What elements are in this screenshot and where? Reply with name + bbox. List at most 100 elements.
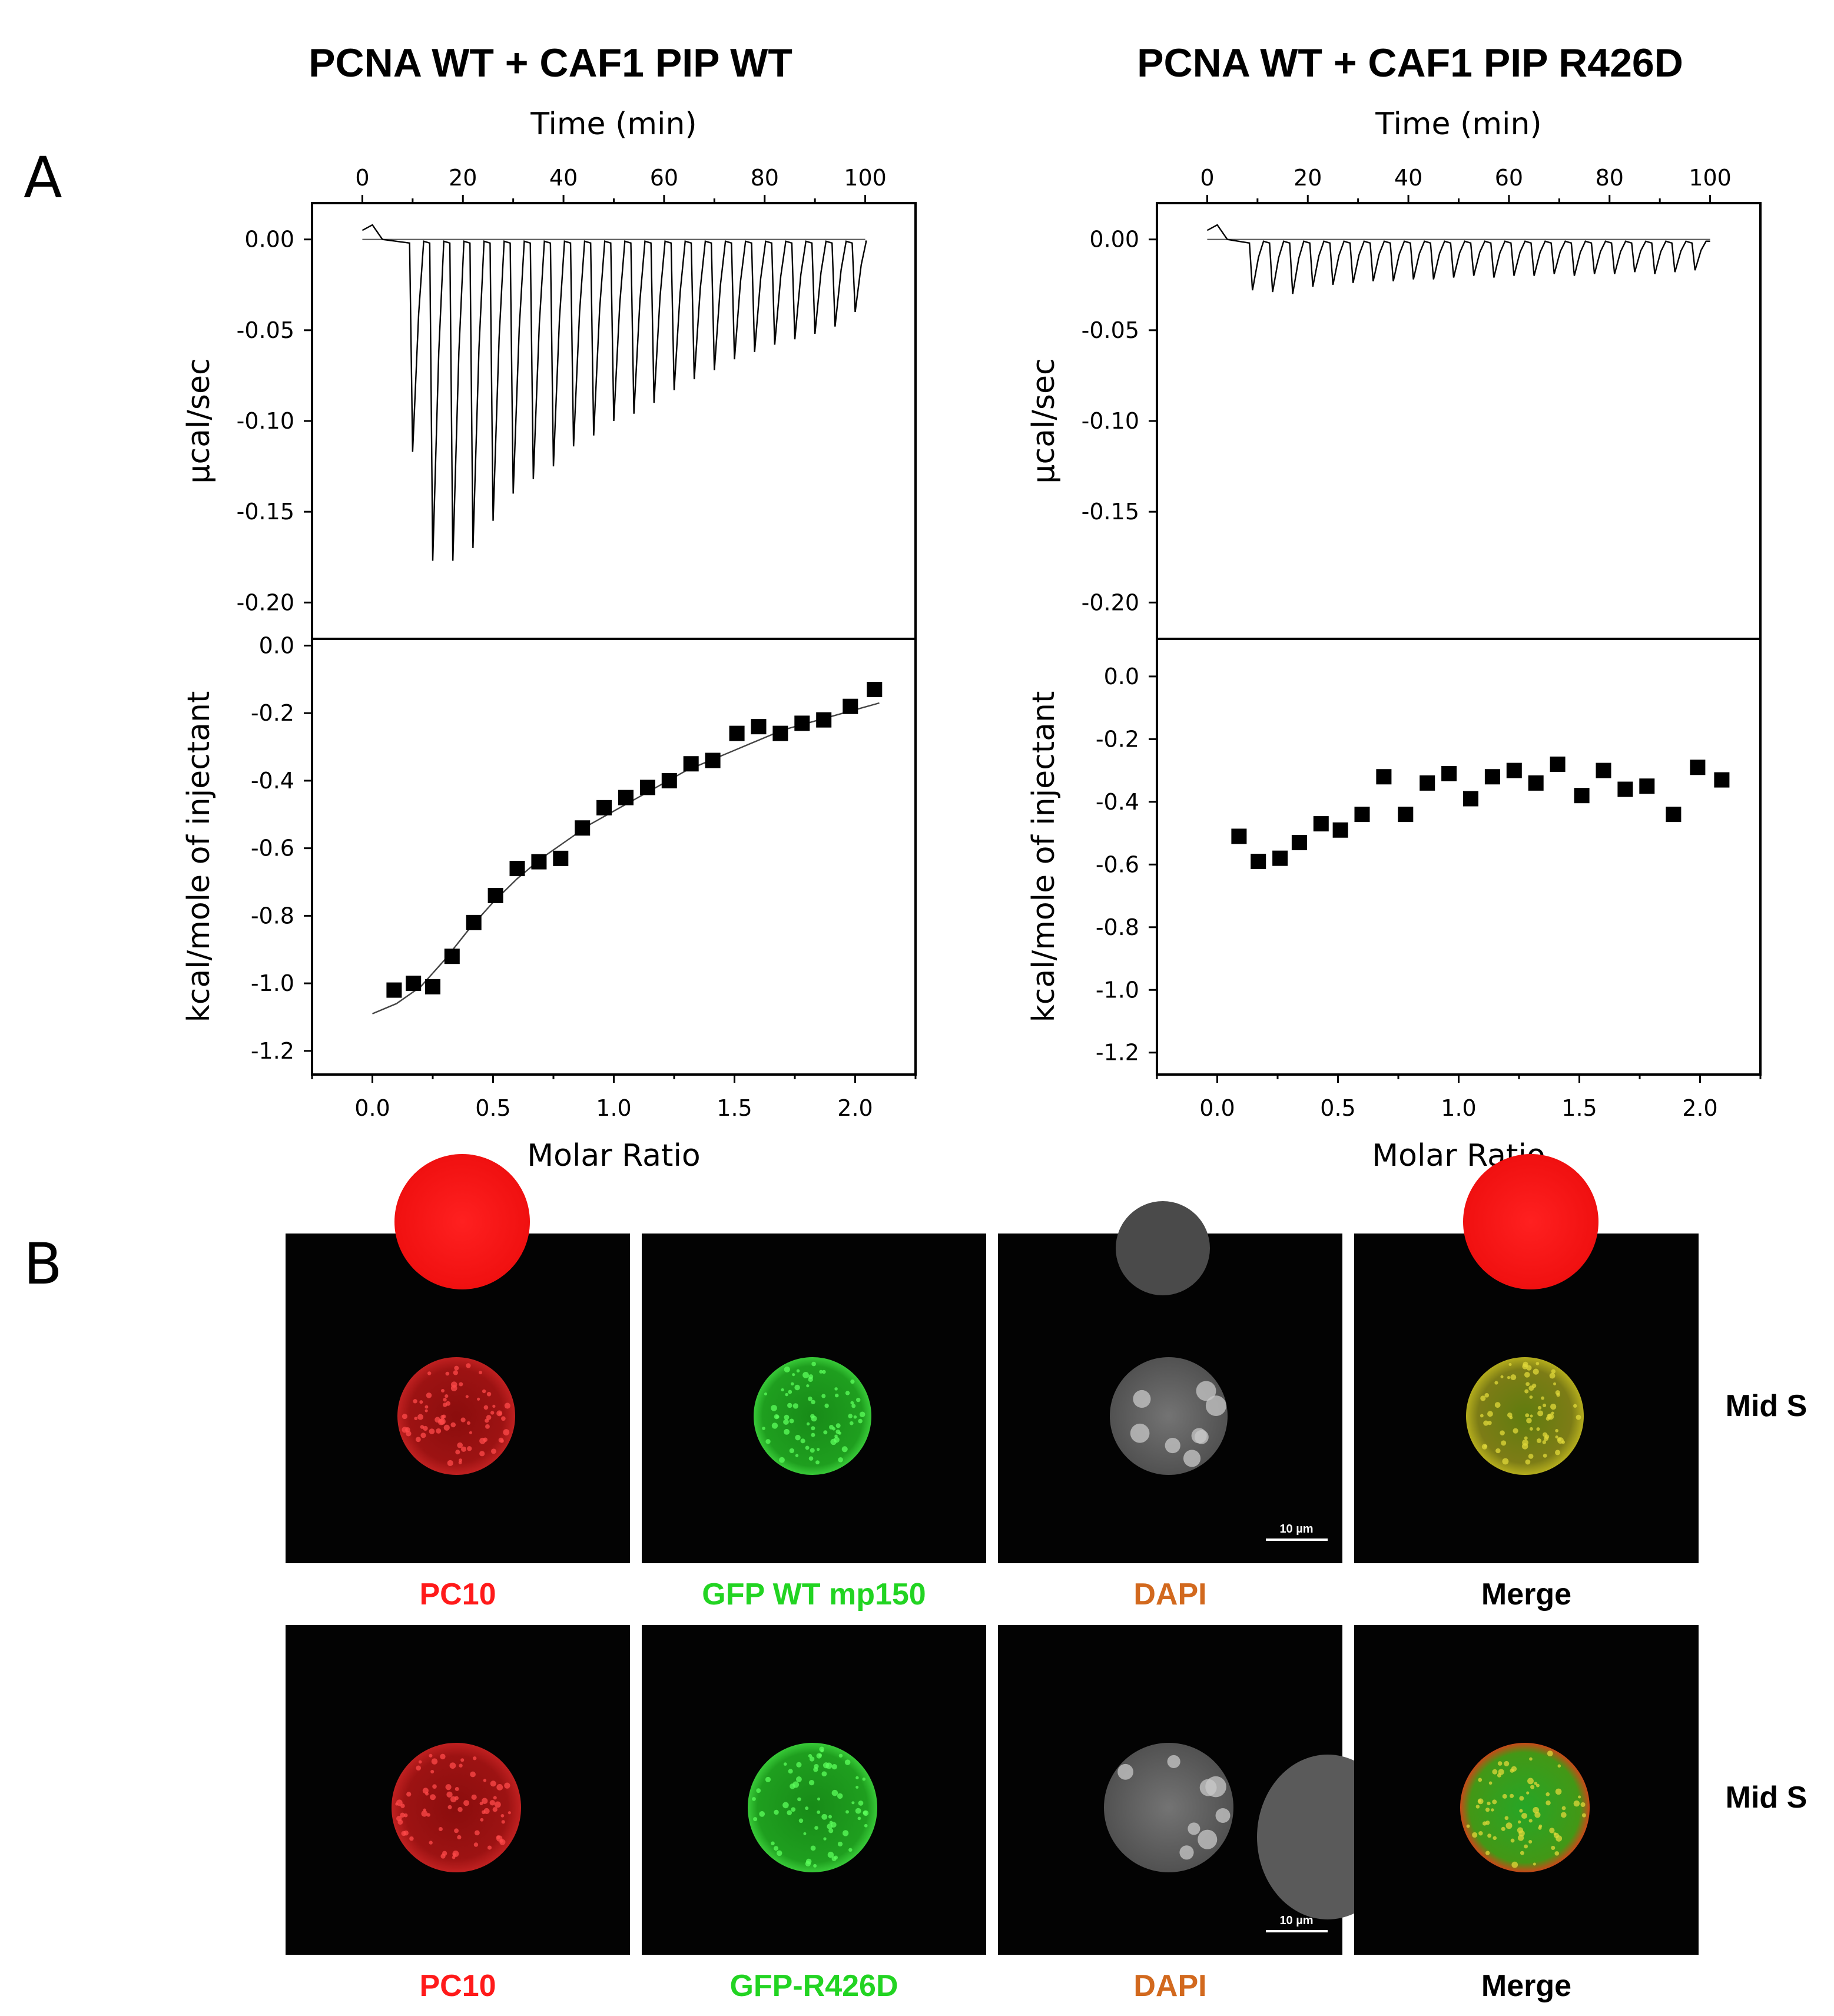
time-tick-label: 40 [549,165,578,191]
speckle [1555,1450,1561,1455]
speckle [1547,1750,1553,1757]
speckle [1525,1459,1531,1465]
speckle [498,1411,502,1415]
data-point [575,820,591,836]
speckle [1511,1861,1518,1868]
speckle [805,1445,810,1450]
speckle [473,1842,479,1847]
speckle [1493,1836,1497,1841]
enthalpy-tick-label: 0.0 [1104,664,1139,689]
speckle [1487,1411,1493,1417]
speckle [1487,1421,1492,1425]
speckle [446,1791,453,1798]
speckle [811,1426,815,1431]
enthalpy-tick-label: -0.8 [251,903,294,929]
speckle [1501,1440,1507,1446]
enthalpy-axis-label: kcal/mole of injectant [1026,691,1062,1023]
speckle [792,1781,800,1788]
speckle [788,1390,792,1394]
speckle [1507,1375,1511,1380]
speckle [1133,1390,1151,1408]
data-point [1332,822,1348,838]
cell-cycle-stage-label: Mid S [1726,1780,1808,1815]
speckle [490,1448,496,1454]
speckle [796,1776,802,1782]
speckle [848,1414,853,1418]
time-tick-label: 0 [1200,165,1214,191]
speckle [845,1810,849,1814]
scale-bar-label: 10 µm [1279,1523,1313,1536]
speckle [1205,1395,1226,1417]
speckle [415,1437,421,1443]
data-point [1484,769,1500,785]
speckle [1535,1783,1540,1788]
speckle [1536,1427,1540,1431]
speckle [827,1823,833,1829]
panel-label-a: A [24,145,62,211]
micrograph-green [642,1234,986,1563]
speckle [1183,1450,1201,1467]
speckle [430,1794,436,1801]
enthalpy-tick-label: -0.4 [251,768,294,794]
speckle [1533,1862,1536,1866]
speckle [466,1363,471,1368]
speckle [1550,1403,1557,1410]
speckle [771,1841,775,1846]
speckle [492,1404,496,1408]
speckle [1528,1839,1533,1844]
speckle [855,1786,859,1789]
speckle [454,1828,459,1833]
speckle [418,1760,422,1764]
speckle [483,1779,487,1782]
speckle [1521,1443,1528,1450]
speckle [1485,1808,1490,1812]
speckle [482,1389,486,1394]
speckle [483,1405,489,1410]
speckle [458,1461,462,1464]
speckle [1472,1832,1478,1838]
speckle [485,1424,490,1429]
data-point [1291,835,1307,851]
power-tick-label: 0.00 [244,227,294,253]
speckle [853,1415,857,1419]
speckle [400,1812,405,1818]
speckle [413,1399,417,1404]
enthalpy-tick-label: -0.2 [251,700,294,726]
speckle [785,1392,788,1397]
speckle [1551,1369,1556,1374]
speckle [762,1427,765,1430]
neighbor-nucleus [394,1154,530,1289]
speckle [808,1456,814,1461]
speckle [1560,1812,1567,1818]
microscopy-grid: PC10 GFP WT mp150 10 µm DAPI Merge Mid S PC10 G… [286,1154,1807,2003]
data-point [1550,756,1566,772]
speckle [811,1361,816,1367]
channel-label: DAPI [1133,1577,1206,1612]
data-point [683,756,699,772]
time-tick-label: 60 [650,165,678,191]
speckle [1491,1808,1494,1812]
nucleus [1110,1357,1228,1475]
speckle [425,1792,429,1796]
speckle [1527,1778,1534,1785]
data-point [1528,775,1544,791]
data-point [1313,816,1329,832]
speckle [1530,1414,1533,1418]
thermogram-trace [362,224,867,561]
speckle [1475,1805,1480,1809]
data-point [1398,807,1414,823]
speckle [1533,1368,1539,1375]
speckle [792,1403,798,1409]
speckle [1510,1838,1515,1843]
data-point [639,780,655,795]
speckle [800,1438,805,1444]
speckle [789,1448,795,1454]
speckle [453,1370,458,1375]
molar-ratio-tick-label: 1.5 [1561,1095,1597,1121]
speckle [471,1794,477,1800]
speckle [817,1810,821,1814]
speckle [1505,1822,1513,1829]
speckle [459,1382,463,1387]
speckle [810,1448,815,1453]
speckle [483,1808,490,1815]
